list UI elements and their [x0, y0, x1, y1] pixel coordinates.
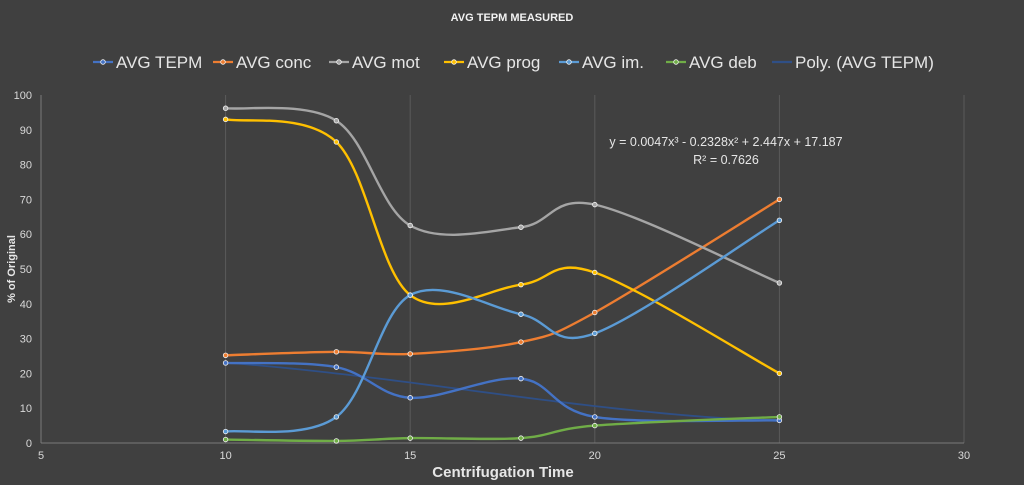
data-point [776, 280, 783, 286]
data-point [222, 105, 229, 111]
legend-swatch-marker [220, 59, 226, 65]
legend: AVG TEPM AVG conc AVG mot AVG prog AVG im. AV… [93, 53, 934, 72]
y-tick-label: 10 [20, 403, 32, 415]
series-avg-conc [222, 196, 783, 359]
trendline-layer [225, 361, 780, 422]
series-avg-deb [222, 414, 783, 444]
x-tick-label: 10 [219, 450, 231, 462]
legend-label: AVG TEPM [116, 53, 202, 72]
y-tick-label: 50 [20, 264, 32, 276]
x-tick-labels: 5 10 15 20 25 30 [38, 450, 970, 462]
series-line-avg-mot [224, 106, 781, 285]
legend-swatch-marker [336, 59, 342, 65]
trendline-poly-avg-tepm [225, 361, 780, 422]
y-tick-label: 40 [20, 299, 32, 311]
legend-label: AVG im. [582, 53, 644, 72]
data-point [222, 360, 229, 366]
data-point [333, 349, 340, 355]
data-point [333, 118, 340, 124]
legend-label: AVG prog [467, 53, 540, 72]
data-point [518, 375, 524, 382]
x-axis-title: Centrifugation Time [432, 464, 573, 481]
data-point [407, 351, 413, 357]
data-point [333, 139, 340, 145]
data-point [776, 414, 783, 420]
y-tick-label: 30 [20, 334, 32, 346]
legend-item-avg-im: AVG im. [559, 53, 644, 72]
legend-label: Poly. (AVG TEPM) [795, 53, 934, 72]
data-point [407, 395, 413, 401]
legend-swatch-marker [100, 59, 106, 65]
data-point [407, 292, 413, 298]
x-tick-label: 25 [773, 450, 785, 462]
data-point [518, 281, 524, 288]
y-tick-label: 70 [20, 194, 32, 206]
axes [40, 95, 964, 444]
legend-swatch-marker [673, 59, 679, 65]
legend-item-avg-prog: AVG prog [444, 53, 540, 72]
legend-label: AVG conc [236, 53, 312, 72]
data-point [776, 196, 783, 203]
chart-title: AVG TEPM MEASURED [451, 12, 574, 24]
x-tick-label: 15 [404, 450, 416, 462]
data-point [518, 339, 524, 345]
legend-item-avg-tepm: AVG TEPM [93, 53, 202, 72]
y-tick-label: 20 [20, 368, 32, 380]
data-point [407, 222, 413, 229]
series-line-avg-conc [224, 198, 781, 357]
data-point [333, 438, 340, 444]
data-point [592, 414, 598, 420]
x-tick-label: 5 [38, 450, 44, 462]
series-avg-tepm [222, 360, 783, 424]
series-avg-im [222, 217, 783, 435]
series-line-avg-prog [224, 118, 781, 375]
data-point [776, 217, 783, 223]
data-point [592, 309, 598, 316]
series-line-avg-tepm [224, 361, 781, 423]
data-point [333, 414, 340, 420]
data-point [592, 269, 598, 276]
legend-label: AVG mot [352, 53, 420, 72]
data-point [407, 435, 413, 441]
data-point [222, 428, 229, 435]
series-avg-mot [222, 105, 783, 286]
data-point [333, 364, 340, 370]
y-tick-labels: 0 10 20 30 40 50 60 70 80 90 100 [14, 90, 32, 450]
data-point [592, 201, 598, 208]
data-point [222, 116, 229, 123]
x-tick-label: 20 [589, 450, 601, 462]
data-point [592, 422, 598, 429]
y-tick-label: 0 [26, 438, 32, 450]
data-point [592, 330, 598, 337]
y-tick-label: 60 [20, 229, 32, 241]
y-axis-title: % of Original [6, 235, 18, 303]
y-tick-label: 90 [20, 125, 32, 137]
legend-item-poly-avg-tepm: Poly. (AVG TEPM) [772, 53, 934, 72]
trendline-equation: y = 0.0047x³ - 0.2328x² + 2.447x + 17.18… [609, 135, 842, 149]
y-tick-label: 80 [20, 160, 32, 172]
data-point [222, 352, 229, 359]
data-point [518, 311, 524, 317]
trendline-r-squared: R² = 0.7626 [693, 153, 759, 167]
series-layer [222, 105, 783, 444]
legend-item-avg-mot: AVG mot [329, 53, 420, 72]
data-point [222, 436, 229, 443]
legend-item-avg-deb: AVG deb [666, 53, 757, 72]
data-point [776, 370, 783, 377]
data-point [518, 224, 524, 230]
data-point [518, 435, 524, 441]
legend-label: AVG deb [689, 53, 757, 72]
y-tick-label: 100 [14, 90, 32, 102]
legend-swatch-marker [566, 59, 572, 65]
x-tick-label: 30 [958, 450, 970, 462]
legend-item-avg-conc: AVG conc [213, 53, 312, 72]
series-line-avg-deb [224, 415, 781, 443]
legend-swatch-marker [451, 59, 457, 65]
